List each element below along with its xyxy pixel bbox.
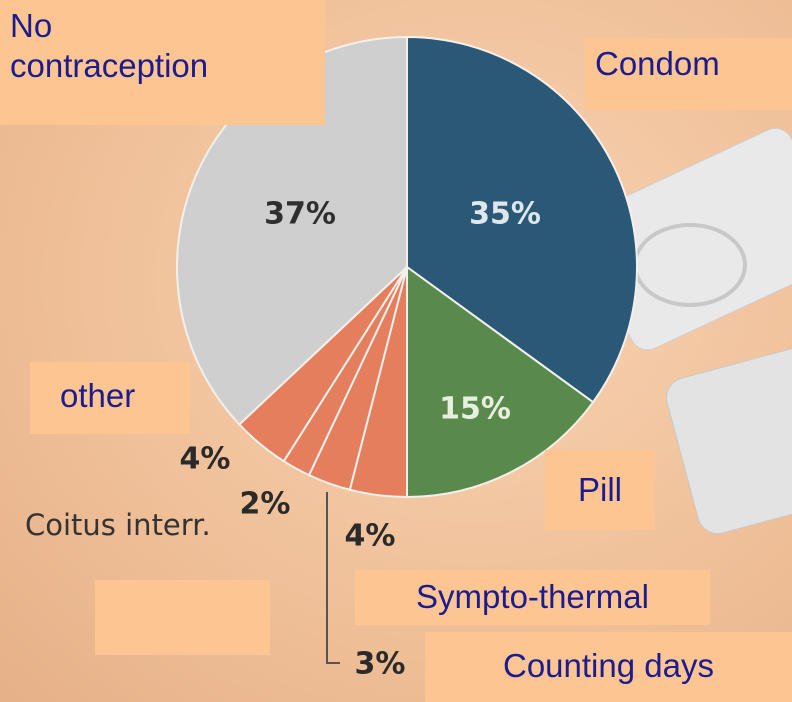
category-label: Condom: [585, 38, 792, 110]
value-label: 37%: [264, 197, 336, 232]
category-label: Sympto-thermal: [355, 570, 710, 625]
category-label: Pill: [545, 450, 655, 530]
value-label: 3%: [355, 647, 406, 682]
value-label: 15%: [439, 392, 511, 427]
category-label: Counting days: [425, 632, 792, 702]
slide: 35% 15% 4% 3% 2% 4% 37% Condom Pill Sympto-therm…: [0, 0, 792, 702]
label-text: No contraception: [10, 6, 208, 86]
pill-pack: [662, 339, 792, 538]
empty-box: [95, 580, 270, 655]
value-label: 35%: [469, 197, 541, 232]
category-label: other: [30, 362, 190, 434]
leader-line: [327, 492, 340, 663]
category-label: No contraception: [0, 0, 325, 125]
value-label: 4%: [345, 519, 396, 554]
value-label: 4%: [180, 442, 231, 477]
value-label: 2%: [240, 487, 291, 522]
category-label: Coitus interr.: [25, 508, 211, 542]
